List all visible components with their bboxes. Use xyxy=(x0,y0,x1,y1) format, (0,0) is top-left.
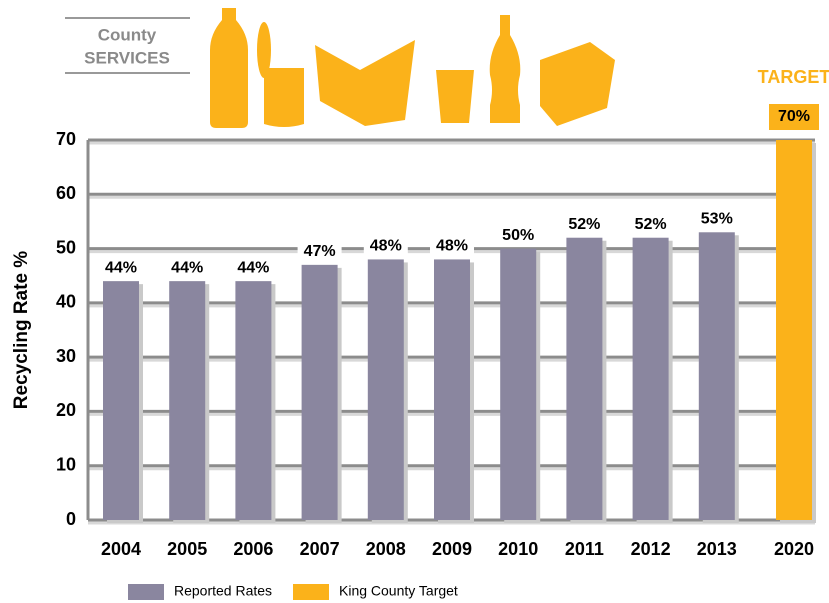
bar xyxy=(632,237,669,520)
value-label: 50% xyxy=(502,227,534,244)
bar xyxy=(169,281,206,520)
value-label: 70% xyxy=(778,108,810,125)
bar xyxy=(103,281,139,520)
y-tick-label: 60 xyxy=(56,183,76,203)
value-label: 53% xyxy=(701,211,733,228)
annotation: TARGET xyxy=(758,67,829,87)
value-label-bg xyxy=(165,257,210,278)
y-axis-label: Recycling Rate % xyxy=(11,251,32,409)
bar xyxy=(566,237,603,520)
box-icon xyxy=(315,40,415,126)
logo: County SERVICES xyxy=(65,17,190,74)
x-tick-label: 2011 xyxy=(565,539,604,559)
x-tick-label: 2005 xyxy=(167,539,207,559)
y-tick-label: 70 xyxy=(56,129,76,149)
x-tick-label: 2007 xyxy=(300,539,340,559)
y-tick-label: 50 xyxy=(56,237,76,257)
value-label: 48% xyxy=(436,238,468,255)
value-label-bg xyxy=(297,240,342,261)
value-label: 44% xyxy=(237,259,269,276)
legend-swatch xyxy=(128,584,164,600)
x-tick-label: 2004 xyxy=(101,539,141,559)
x-tick-label: 2010 xyxy=(498,539,538,559)
value-label-bg xyxy=(363,235,408,256)
value-label: 44% xyxy=(105,259,137,276)
soda-icon xyxy=(489,15,521,123)
bar xyxy=(235,281,272,520)
bar xyxy=(301,264,338,520)
value-label: 48% xyxy=(370,238,402,255)
bar xyxy=(367,259,404,520)
logo-text: County xyxy=(98,25,157,44)
value-label-bg xyxy=(430,235,474,256)
can-icon xyxy=(264,68,304,127)
bar xyxy=(776,140,812,520)
value-label-box xyxy=(769,104,819,130)
bar xyxy=(698,232,735,521)
value-label-bg xyxy=(496,224,541,245)
value-label-bg xyxy=(231,257,276,278)
logo-text: SERVICES xyxy=(84,48,170,67)
bottle-icon xyxy=(210,8,248,128)
x-tick-label: 2008 xyxy=(366,539,406,559)
value-label-bg xyxy=(99,257,143,278)
value-label: 47% xyxy=(304,243,336,260)
carton-icon xyxy=(540,42,615,126)
x-tick-label: 2006 xyxy=(233,539,273,559)
legend-label: King County Target xyxy=(339,583,458,599)
cup-icon xyxy=(436,70,474,123)
legend-label: Reported Rates xyxy=(174,583,272,599)
value-label-bg xyxy=(562,213,607,234)
value-label: 52% xyxy=(568,216,600,233)
x-tick-label: 2013 xyxy=(697,539,737,559)
y-tick-label: 30 xyxy=(56,346,76,366)
x-tick-label: 2009 xyxy=(432,539,472,559)
y-tick-label: 20 xyxy=(56,400,76,420)
legend-swatch xyxy=(293,584,329,600)
x-tick-label: 2012 xyxy=(631,539,671,559)
value-label: 44% xyxy=(171,259,203,276)
x-tick-label: 2020 xyxy=(774,539,814,559)
value-label: 52% xyxy=(635,216,667,233)
y-tick-label: 0 xyxy=(66,509,76,529)
value-label-bg xyxy=(694,208,739,229)
y-tick-label: 40 xyxy=(56,292,76,312)
can-lid-icon xyxy=(257,22,271,78)
value-label-bg xyxy=(628,213,673,234)
bar xyxy=(434,259,470,520)
y-tick-label: 10 xyxy=(56,454,76,474)
bar xyxy=(500,248,537,521)
icons xyxy=(210,8,615,128)
